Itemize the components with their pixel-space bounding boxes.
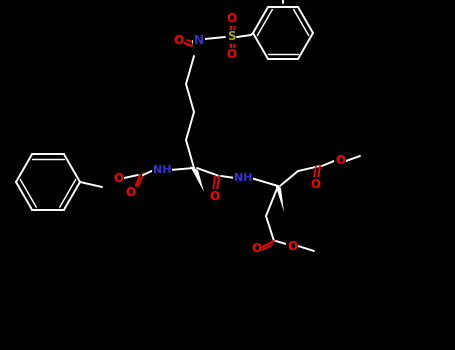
- Text: O: O: [125, 187, 135, 199]
- Text: O: O: [251, 243, 261, 256]
- Text: O: O: [209, 189, 219, 203]
- Text: O: O: [173, 35, 183, 48]
- Text: O: O: [113, 173, 123, 186]
- Text: NH: NH: [234, 173, 252, 183]
- Text: O: O: [335, 154, 345, 168]
- Text: NH: NH: [153, 165, 171, 175]
- Text: O: O: [226, 49, 236, 62]
- Text: O: O: [226, 13, 236, 26]
- Polygon shape: [275, 184, 284, 212]
- Text: O: O: [287, 239, 297, 252]
- Text: O: O: [310, 177, 320, 190]
- Text: N: N: [194, 35, 204, 48]
- Polygon shape: [190, 166, 204, 192]
- Text: S: S: [227, 30, 235, 43]
